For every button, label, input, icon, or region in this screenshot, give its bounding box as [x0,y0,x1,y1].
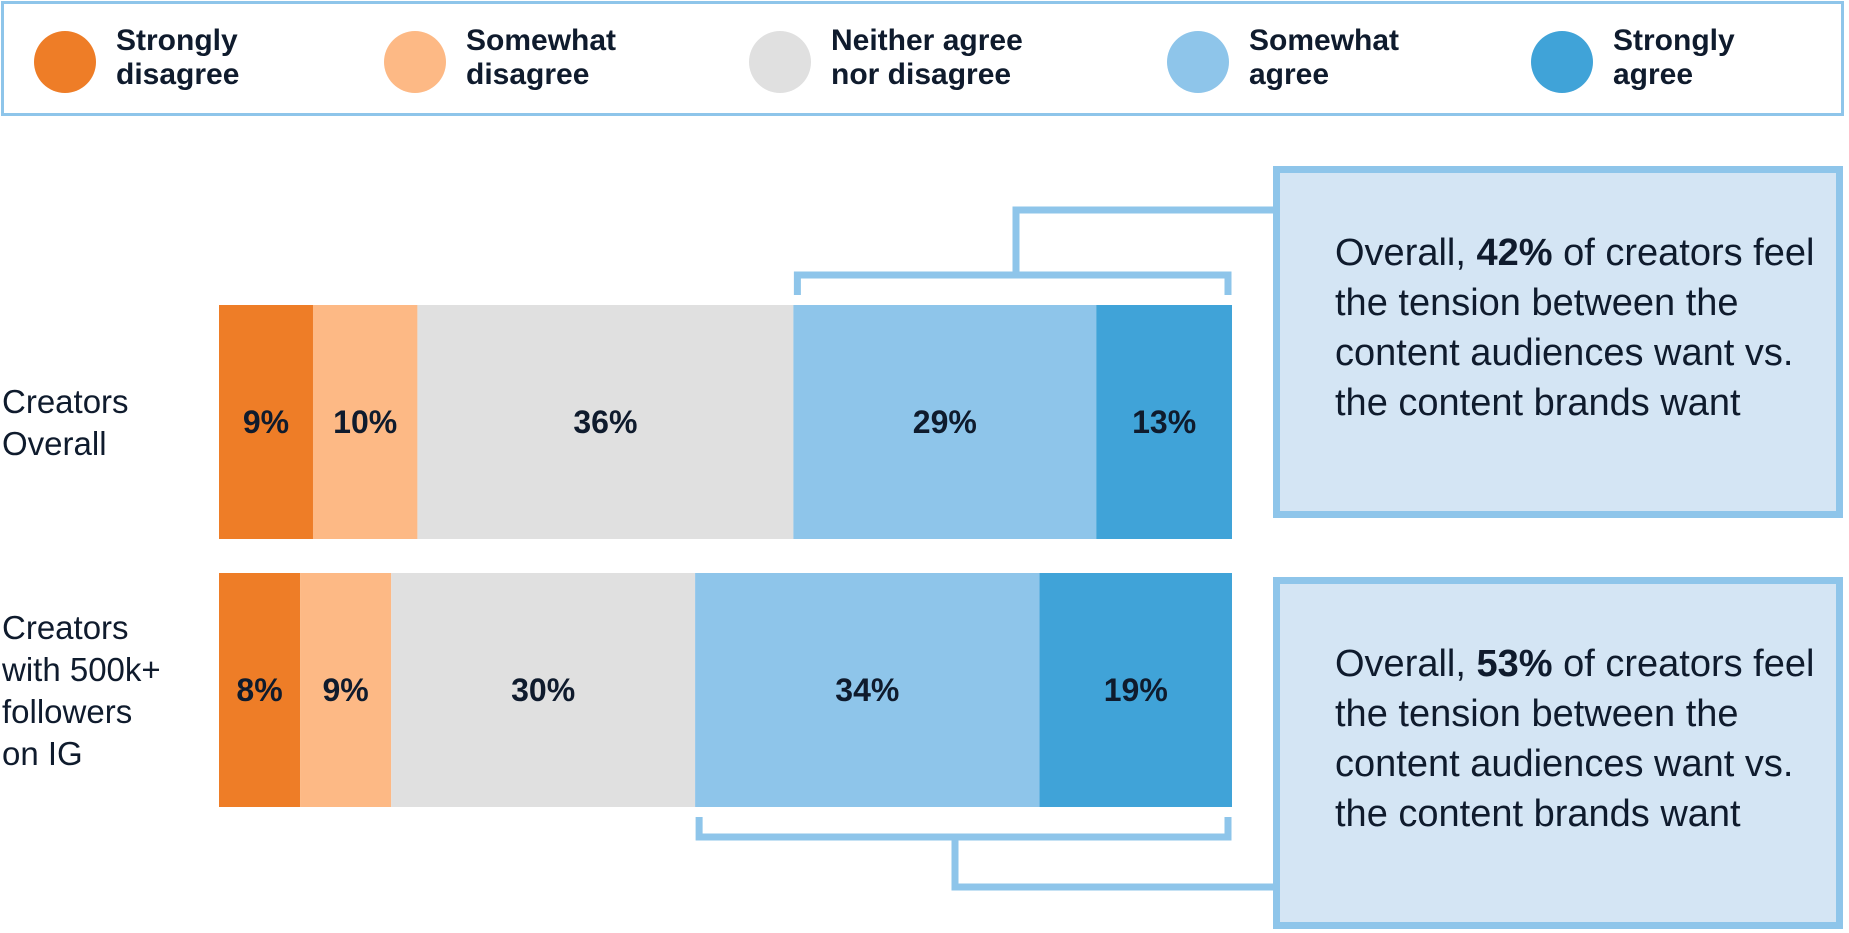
data-label: 9% [243,404,289,440]
legend-label: Strongly disagree [116,24,240,91]
callout-500k: Overall, 53% of creators feel the tensio… [1273,577,1843,929]
bar-segment-somewhat-agree-1 [793,305,1097,539]
agree-bracket-2 [695,817,1275,891]
agree-bracket-1 [793,206,1275,295]
callout-overall: Overall, 42% of creators feel the tensio… [1273,166,1843,518]
data-label: 34% [835,672,899,708]
callout-highlight: 42% [1476,232,1553,274]
bar-segment-strongly-disagree-2 [219,573,301,807]
legend-label: Strongly agree [1613,24,1735,91]
legend-label: Somewhat disagree [466,24,617,91]
data-label: 30% [511,672,575,708]
bar-segment-strongly-agree-2 [1039,573,1232,807]
data-label: 13% [1132,404,1196,440]
legend-swatch [384,31,446,93]
callout-highlight: 53% [1476,643,1553,685]
data-label: 19% [1104,672,1168,708]
stacked-bar-chart: 9% 10% 36% 29% 13% Creators Overall 8% 9% 30% 34% 1… [1,206,1275,891]
category-label: Creators Overall [2,383,129,462]
data-label: 9% [323,672,369,708]
callout-text: Overall, 53% of creators feel the tensio… [1335,643,1815,835]
bar-segment-somewhat-disagree-2 [300,573,392,807]
bar-segment-neither-agree-nor-disagree-2 [391,573,696,807]
data-label: 8% [236,672,282,708]
data-label: 10% [333,404,397,440]
bar-segment-strongly-agree-1 [1096,305,1232,539]
bar-segment-somewhat-agree-2 [695,573,1040,807]
legend-swatch [1167,31,1229,93]
data-label: 29% [913,404,977,440]
legend-swatch [749,31,811,93]
callout-text: Overall, 42% of creators feel the tensio… [1335,232,1815,424]
legend-label: Somewhat agree [1249,24,1400,91]
bar-segment-somewhat-disagree-1 [312,305,418,539]
legend-swatch [1531,31,1593,93]
data-label: 36% [573,404,637,440]
bar-segment-neither-agree-nor-disagree-1 [417,305,794,539]
legend-label: Neither agree nor disagree [831,24,1023,91]
legend: Strongly disagree Somewhat disagree Neit… [1,1,1844,116]
legend-swatch [34,31,96,93]
category-label: Creators with 500k+ followers on IG [1,609,161,772]
bar-segment-strongly-disagree-1 [219,305,313,539]
